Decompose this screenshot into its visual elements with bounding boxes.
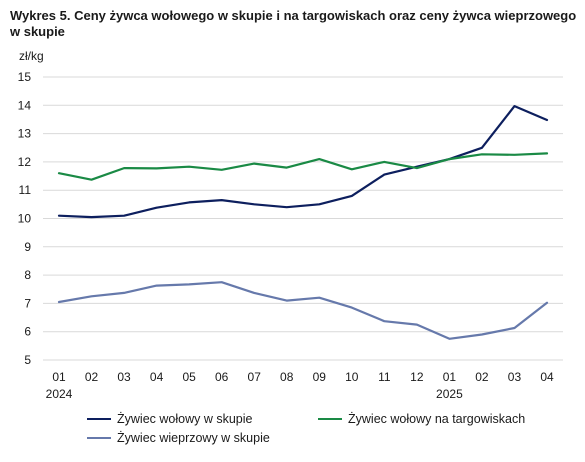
x-tick-label: 07	[248, 370, 262, 384]
y-tick-label: 5	[24, 353, 31, 367]
y-tick-label: 9	[24, 240, 31, 254]
legend-swatch	[87, 418, 111, 420]
legend-item: Żywiec wołowy na targowiskach	[318, 412, 525, 426]
y-tick-label: 6	[24, 325, 31, 339]
y-tick-label: 13	[18, 127, 32, 141]
y-tick-label: 14	[18, 98, 32, 112]
x-tick-label: 03	[117, 370, 131, 384]
x-tick-label: 02	[85, 370, 99, 384]
x-tick-label: 09	[313, 370, 327, 384]
x-tick-label: 06	[215, 370, 229, 384]
x-tick-label: 10	[345, 370, 359, 384]
y-axis-unit-label: zł/kg	[19, 49, 44, 63]
series-line-2	[57, 152, 549, 181]
legend-swatch	[87, 437, 111, 439]
y-tick-label: 8	[24, 268, 31, 282]
legend-item: Żywiec wieprzowy w skupie	[87, 431, 270, 445]
x-tick-label: 01	[52, 370, 66, 384]
x-tick-label: 08	[280, 370, 294, 384]
x-tick-label: 02	[475, 370, 489, 384]
series-line-1	[57, 104, 549, 219]
y-tick-label: 12	[18, 155, 32, 169]
x-tick-label: 04	[150, 370, 164, 384]
y-tick-label: 11	[19, 183, 32, 197]
x-tick-label: 11	[378, 370, 391, 384]
x-tick-label: 04	[540, 370, 554, 384]
y-tick-label: 7	[24, 296, 31, 310]
legend-label: Żywiec wołowy w skupie	[117, 412, 253, 426]
legend-label: Żywiec wołowy na targowiskach	[348, 412, 526, 426]
legend-swatch	[318, 418, 342, 420]
x-tick-label: 05	[182, 370, 196, 384]
legend-item: Żywiec wołowy w skupie	[87, 412, 252, 426]
x-tick-label: 03	[508, 370, 522, 384]
x-tick-label: 01	[443, 370, 457, 384]
legend-label: Żywiec wieprzowy w skupie	[117, 431, 270, 445]
y-tick-label: 10	[18, 212, 32, 226]
x-year-label: 2024	[46, 387, 73, 401]
series-line-3	[57, 281, 549, 340]
y-tick-label: 15	[18, 70, 32, 84]
x-year-label: 2025	[436, 387, 463, 401]
chart-title: Wykres 5. Ceny żywca wołowego w skupie i…	[10, 8, 577, 39]
x-tick-label: 12	[410, 370, 424, 384]
